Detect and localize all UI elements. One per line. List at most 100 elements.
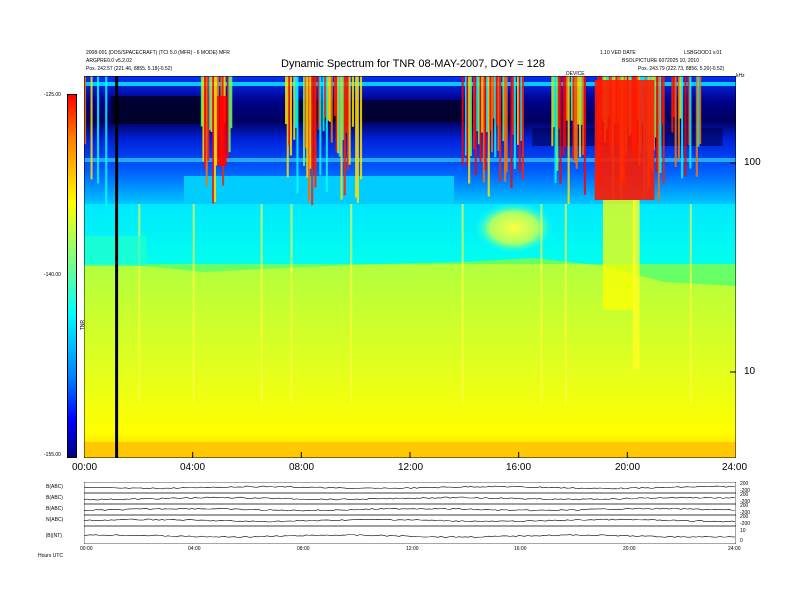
burst-column [695, 76, 698, 177]
burst-column [97, 76, 100, 184]
burst-column [317, 76, 320, 130]
field-trace [84, 507, 736, 512]
streak [350, 204, 353, 404]
burst-column [567, 76, 570, 204]
burst-column [345, 76, 348, 133]
burst-column [657, 76, 660, 202]
panel-right-3: 200 [740, 492, 749, 498]
burst-column [228, 76, 231, 153]
burst-column [482, 76, 485, 183]
burst-column [210, 76, 213, 132]
burst-column [340, 76, 343, 200]
header-right-line3: BSOLPICTURE 6072025 10, 2010 [622, 58, 699, 64]
burst-column [205, 76, 208, 187]
burst-column [200, 76, 203, 127]
x-tick-6: 24:00 [722, 462, 748, 473]
burst-column [333, 76, 336, 117]
burst-column [304, 76, 307, 149]
burst-column [557, 76, 560, 129]
colorbar-label-min: -155.00 [44, 452, 61, 458]
burst-column [489, 76, 492, 131]
streak [290, 204, 293, 404]
burst-column [513, 76, 516, 169]
burst-column [469, 76, 472, 156]
burst-column [230, 76, 233, 129]
burst-column [662, 76, 665, 184]
burst-column [286, 76, 289, 178]
burst-column [329, 76, 332, 122]
burst-column [335, 76, 338, 153]
burst-column [464, 76, 467, 156]
burst-column [570, 76, 573, 121]
burst-column [575, 76, 578, 169]
burst-column [479, 76, 482, 163]
burst-column [671, 76, 674, 133]
burst-column [360, 76, 363, 180]
burst-column [551, 76, 554, 147]
burst-column [556, 76, 559, 171]
burst-tail [602, 200, 636, 310]
streak [260, 204, 263, 404]
streak [564, 204, 567, 404]
field-trace [84, 485, 736, 490]
burst-column [327, 76, 330, 121]
header-right-line2: LSBGOOD1 v.01 [684, 50, 722, 56]
colorbar-label-max: -125.00 [44, 92, 61, 98]
field-trace [84, 518, 736, 523]
burst-column [484, 76, 487, 170]
burst-column [348, 76, 351, 165]
axis-ticks [84, 76, 736, 458]
panel-x-tick-2: 08:00 [297, 546, 310, 552]
burst-column [476, 76, 479, 132]
burst-column [105, 76, 108, 206]
burst-column [579, 76, 582, 158]
burst-tail [632, 200, 640, 370]
burst-column [307, 76, 310, 203]
panel-right-4: -200 [740, 499, 751, 505]
burst-column [580, 76, 583, 125]
header-left-line3: Pos. 242.57 (221.46, 8855, 5.18(-0.52) [86, 66, 173, 72]
chart-title: Dynamic Spectrum for TNR 08-MAY-2007, DO… [281, 58, 546, 70]
colorbar [67, 94, 77, 458]
burst-column [492, 76, 495, 119]
burst-column [342, 76, 345, 141]
burst-column [303, 76, 306, 166]
burst-column [84, 76, 87, 145]
burst-column [574, 76, 577, 163]
burst-core [594, 80, 655, 200]
panel-footer-label: Hours UTC [38, 553, 64, 559]
burst-column [497, 76, 500, 152]
unit-corner-label: kHz [736, 73, 745, 79]
burst-column [577, 76, 580, 125]
panel-x-tick-4: 16:00 [514, 546, 527, 552]
panel-label-3: B(ABC) [46, 506, 63, 512]
burst-column [487, 76, 490, 197]
burst-column [582, 76, 585, 155]
burst-column [319, 76, 322, 176]
burst-column [322, 76, 325, 132]
burst-column [495, 76, 498, 126]
field-traces [84, 485, 736, 538]
burst-column [565, 76, 568, 121]
burst-column [312, 76, 315, 169]
burst-column [324, 76, 327, 118]
panel-x-tick-5: 20:00 [623, 546, 636, 552]
burst-column [213, 76, 216, 202]
burst-column [673, 76, 676, 118]
panel-label-4: N(ABC) [46, 517, 64, 523]
burst-column [679, 76, 682, 119]
header-right-line4: Pos. 243.79 (222.73, 8856, 5.20(-0.52) [638, 66, 725, 72]
panel-right-5: 200 [740, 503, 749, 509]
header-left-line2: ARGPRE0.0 v5.2.02 [86, 58, 132, 64]
burst-column [486, 76, 489, 133]
burst-column [289, 76, 292, 156]
panel-label-1: B(ABC) [46, 484, 63, 490]
x-tick-3: 12:00 [398, 462, 424, 473]
x-tick-1: 04:00 [180, 462, 206, 473]
burst-column [473, 76, 476, 150]
panel-x-tick-6: 24:00 [728, 546, 741, 552]
streak [461, 204, 464, 404]
burst-column [355, 76, 358, 198]
burst-column [499, 76, 502, 182]
burst-column [517, 76, 520, 145]
